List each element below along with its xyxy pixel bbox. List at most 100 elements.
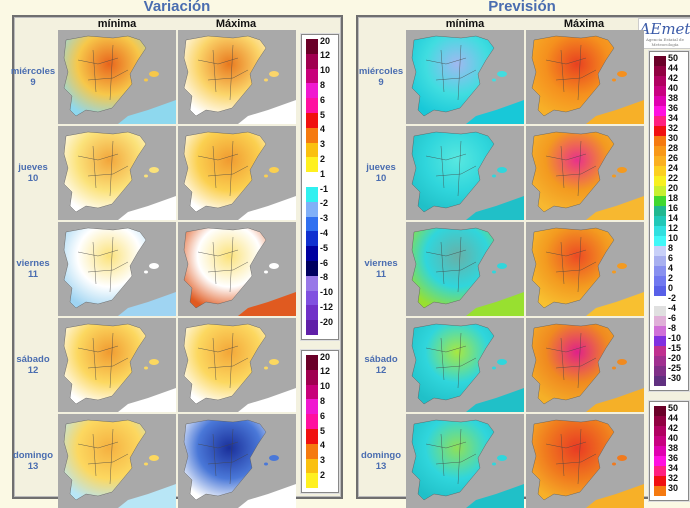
legend-swatch [654,66,666,76]
legend-label: 10 [320,65,331,76]
iberia-shape [531,131,615,213]
legend-label: 44 [668,63,679,73]
balearic-islands [492,78,496,82]
day-name: viernes [16,258,50,269]
legend-label: -3 [320,213,329,224]
legend-label: 4 [320,440,326,451]
variacion-min-header: mínima [97,18,137,30]
day-label-prevision: jueves 10 [356,162,406,184]
day-name: miércoles [358,66,404,77]
day-name: viernes [364,258,398,269]
prevision-min-map [406,318,524,412]
legend-label: 38 [668,443,679,453]
legend-label: 0 [668,283,674,293]
legend-label: -2 [668,293,677,303]
province-borders [197,332,249,389]
balearic-islands [144,174,148,178]
balearic-islands [492,366,496,370]
legend-swatch [654,326,666,336]
day-number: 11 [375,269,387,280]
balearic-islands [492,270,496,274]
day-name: miércoles [10,66,56,77]
legend-label: 22 [668,173,679,183]
legend-label: 2 [668,273,674,283]
variacion-max-map [178,30,296,124]
prevision-min-map [406,126,524,220]
prevision-max-map [526,222,644,316]
legend-label: -20 [320,316,334,327]
balearic-islands [264,270,268,274]
legend-label: 2 [320,154,326,164]
legend-swatch [306,275,318,291]
prevision-max-header: Máxima [563,18,605,30]
legend-swatch [654,136,666,146]
africa-coast [238,196,296,220]
balearic-islands [269,455,279,461]
legend-swatch [306,473,318,489]
legend-label: 38 [668,93,679,103]
balearic-islands [617,455,627,461]
legend-label: -10 [320,287,334,298]
variacion-min-map [58,126,176,220]
prevision-min-header: mínima [445,18,485,30]
legend-swatch [654,106,666,116]
legend-swatch [654,306,666,316]
aemet-logo-text: AEmet [639,20,690,38]
balearic-islands [269,71,279,77]
variacion-max-map [178,126,296,220]
day-number: 11 [27,269,39,280]
balearic-islands [264,78,268,82]
africa-coast [586,388,644,412]
legend-label: -8 [320,272,329,283]
balearic-islands [269,167,279,173]
legend-swatch [306,172,318,187]
legend-swatch [306,414,318,429]
legend-swatch [654,146,666,156]
province-borders [77,140,129,197]
day-label-variacion: domingo 13 [8,450,58,472]
legend-swatch [654,76,666,86]
legend-label: 10 [668,233,679,243]
legend-label: 34 [668,463,679,473]
variacion-max-map [178,222,296,316]
legend-label: 42 [668,73,679,83]
balearic-islands [612,366,616,370]
iberia-shape [531,35,615,117]
day-name: domingo [12,450,54,461]
legend-label: 28 [668,143,679,153]
legend-swatch [654,296,666,306]
legend-swatch [654,476,666,486]
variacion-panel: mínima Máxima miércoles 9 jueves 10 vierne… [10,15,343,508]
legend-swatch [306,290,318,306]
variacion-min-map [58,222,176,316]
variacion-title: Variación [143,0,211,15]
legend-label: 3 [320,139,326,150]
legend-swatch [654,126,666,136]
legend-swatch [306,127,318,143]
legend-label: 40 [668,83,679,93]
province-borders [77,332,129,389]
legend-swatch [654,186,666,196]
iberia-shape [531,419,615,501]
legend-swatch [654,276,666,286]
legend-label: 14 [668,213,679,223]
province-borders [77,428,129,485]
legend-swatch [306,216,318,232]
legend-swatch [654,376,666,386]
legend-swatch [654,56,666,66]
legend-swatch [654,196,666,206]
province-borders [197,140,249,197]
province-borders [545,428,597,485]
legend-swatch [306,246,318,261]
africa-coast [238,100,296,124]
day-number: 10 [375,173,387,184]
balearic-islands [269,359,279,365]
legend-swatch [306,68,318,84]
africa-coast [586,196,644,220]
day-label-variacion: jueves 10 [8,162,58,184]
balearic-islands [149,167,159,173]
prevision-min-map [406,222,524,316]
legend-swatch [654,336,666,346]
balearic-islands [617,263,627,269]
legend-swatch [654,116,666,126]
